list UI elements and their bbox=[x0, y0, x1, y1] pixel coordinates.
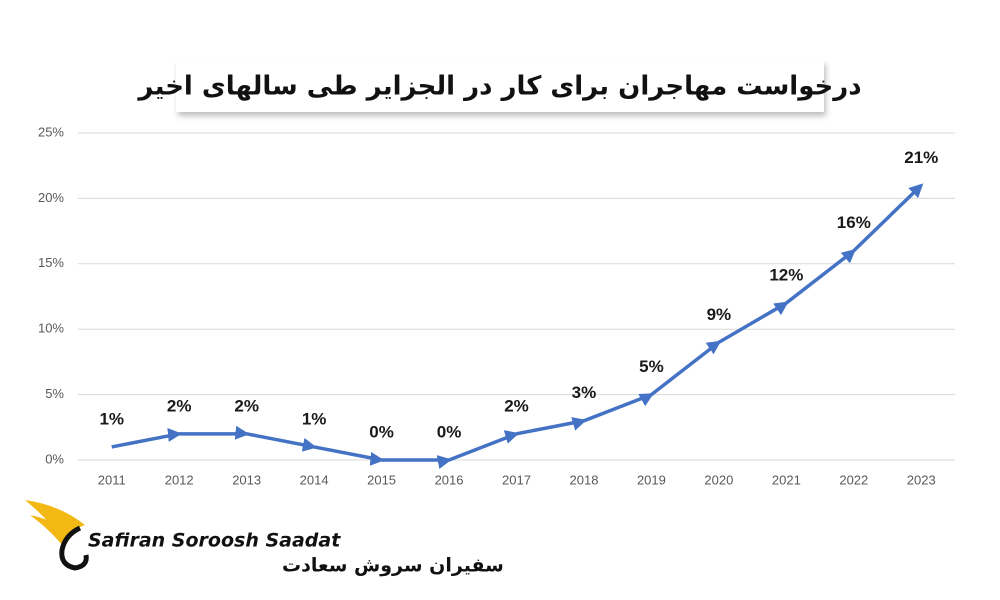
x-tick-label: 2023 bbox=[907, 472, 936, 487]
value-label: 16% bbox=[837, 213, 871, 232]
y-tick-label: 20% bbox=[38, 190, 64, 205]
x-tick-label: 2019 bbox=[637, 472, 666, 487]
line bbox=[111, 183, 924, 469]
x-tick-label: 2012 bbox=[165, 472, 194, 487]
value-label: 1% bbox=[302, 409, 327, 428]
x-tick-label: 2021 bbox=[772, 472, 801, 487]
value-label: 9% bbox=[707, 305, 732, 324]
logo-name-fa: سفیران سروش سعادت bbox=[282, 555, 504, 577]
x-tick-label: 2020 bbox=[704, 472, 733, 487]
value-label: 0% bbox=[369, 422, 394, 441]
y-tick-label: 25% bbox=[38, 124, 64, 139]
value-label: 1% bbox=[99, 409, 124, 428]
chart-title: درخواست مهاجران برای کار در الجزایر طی س… bbox=[136, 72, 861, 102]
x-tick-label: 2022 bbox=[839, 472, 868, 487]
value-label: 0% bbox=[437, 422, 462, 441]
x-tick-label: 2015 bbox=[367, 472, 396, 487]
logo: Safiran Soroosh Saadat سفیران سروش سعادت bbox=[25, 500, 504, 577]
x-tick-label: 2016 bbox=[435, 472, 464, 487]
x-tick-label: 2017 bbox=[502, 472, 531, 487]
value-label: 21% bbox=[904, 148, 938, 167]
x-tick-label: 2018 bbox=[570, 472, 599, 487]
value-label: 2% bbox=[234, 396, 259, 415]
value-label: 2% bbox=[504, 396, 529, 415]
value-label: 12% bbox=[769, 266, 803, 285]
y-tick-label: 15% bbox=[38, 255, 64, 270]
value-label: 5% bbox=[639, 357, 664, 376]
value-label: 2% bbox=[167, 396, 192, 415]
y-tick-label: 10% bbox=[38, 321, 64, 336]
x-tick-label: 2011 bbox=[98, 472, 126, 487]
logo-name-en: Safiran Soroosh Saadat bbox=[88, 530, 341, 552]
y-tick-label: 5% bbox=[45, 386, 64, 401]
title-box bbox=[176, 60, 824, 112]
value-label: 3% bbox=[572, 383, 597, 402]
x-tick-label: 2013 bbox=[232, 472, 261, 487]
y-tick-label: 0% bbox=[45, 451, 64, 466]
x-tick-label: 2014 bbox=[300, 472, 329, 487]
